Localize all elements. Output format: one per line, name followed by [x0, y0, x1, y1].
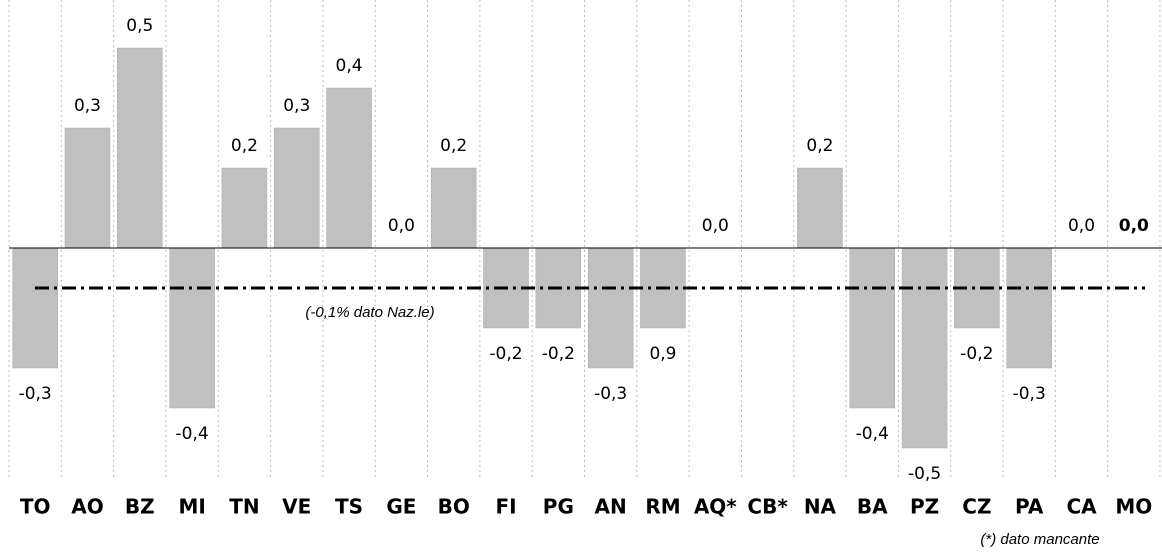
value-label: 0,2 [231, 136, 258, 156]
bar [169, 247, 215, 409]
x-tick-label: PG [543, 495, 574, 519]
value-label: 0,0 [702, 216, 729, 236]
bar [326, 87, 372, 249]
x-tick-label: BA [857, 495, 888, 519]
x-tick-label: NA [804, 495, 837, 519]
x-tick-label: CB* [747, 495, 788, 519]
bar [849, 247, 895, 409]
x-tick-label: VE [282, 495, 311, 519]
x-tick-label: AO [71, 495, 103, 519]
value-label: -0,2 [489, 344, 522, 364]
x-tick-label: PA [1015, 495, 1044, 519]
value-label: -0,4 [856, 424, 889, 444]
value-label: -0,4 [176, 424, 209, 444]
x-tick-label: BZ [125, 495, 155, 519]
value-label: 0,4 [336, 56, 363, 76]
x-tick-label: CZ [962, 495, 991, 519]
x-tick-label: TS [335, 495, 363, 519]
x-tick-label: AQ* [694, 495, 737, 519]
x-tick-label: CA [1066, 495, 1097, 519]
value-label: 0,0 [1068, 216, 1095, 236]
value-label: 0,0 [1119, 216, 1149, 236]
value-label: -0,3 [19, 384, 52, 404]
x-tick-label: TN [229, 495, 259, 519]
value-label: 0,0 [388, 216, 415, 236]
value-label: 0,9 [649, 344, 676, 364]
bar [901, 247, 948, 449]
value-label: 0,3 [74, 96, 101, 116]
footnote: (*) dato mancante [980, 531, 1099, 548]
x-tick-label: MI [178, 495, 205, 519]
bar [12, 247, 58, 369]
x-tick-label: FI [495, 495, 516, 519]
value-label: -0,3 [1013, 384, 1046, 404]
bar [117, 47, 163, 249]
value-label: 0,5 [126, 16, 153, 36]
x-tick-label: BO [438, 495, 470, 519]
value-label: 0,2 [806, 136, 833, 156]
value-label: 0,3 [283, 96, 310, 116]
value-label: 0,2 [440, 136, 467, 156]
bar [430, 167, 477, 249]
bar [587, 247, 634, 369]
bar [64, 127, 111, 249]
bar [1006, 247, 1052, 369]
value-label: -0,2 [960, 344, 993, 364]
bar [221, 167, 268, 249]
value-label: -0,2 [542, 344, 575, 364]
x-tick-label: TO [20, 495, 51, 519]
reference-label: (-0,1% dato Naz.le) [305, 304, 434, 321]
x-tick-label: AN [595, 495, 627, 519]
x-tick-label: PZ [910, 495, 939, 519]
bar [797, 167, 843, 249]
x-tick-label: GE [386, 495, 416, 519]
x-tick-label: RM [645, 495, 680, 519]
value-label: -0,5 [908, 464, 941, 484]
bar [274, 127, 320, 249]
value-label: -0,3 [594, 384, 627, 404]
x-tick-label: MO [1115, 495, 1152, 519]
